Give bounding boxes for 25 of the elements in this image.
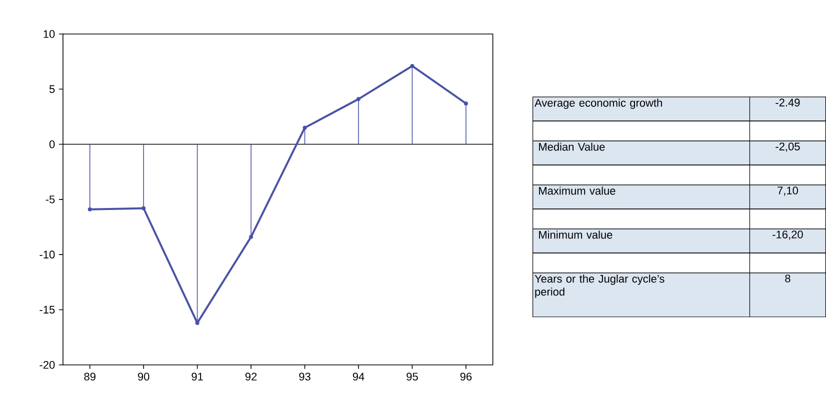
- x-tick-label: 89: [84, 372, 96, 381]
- text: -16,20: [772, 230, 803, 240]
- text: -2.49: [776, 98, 800, 107]
- text: -2,05: [776, 142, 800, 152]
- y-tick-label: -20: [40, 361, 55, 369]
- text: Average economic growth: [534, 98, 662, 109]
- y-tick-label: -10: [40, 250, 55, 259]
- y-tick-label: -5: [46, 196, 55, 204]
- text: Maximum value: [539, 186, 616, 195]
- text: 8: [785, 274, 790, 282]
- x-tick-label: 93: [299, 372, 310, 381]
- y-tick-label: 0: [49, 140, 55, 148]
- x-tick-label: 91: [192, 372, 203, 381]
- x-tick-label: 90: [138, 372, 150, 381]
- x-tick-label: 94: [352, 372, 364, 381]
- y-tick-label: 5: [49, 85, 55, 94]
- x-tick-label: 96: [460, 372, 472, 381]
- x-tick-label: 95: [406, 372, 418, 381]
- y-tick-label: 10: [44, 30, 55, 38]
- y-tick-label: -15: [40, 306, 55, 314]
- text: Minimum value: [539, 230, 612, 239]
- text: Years or the Juglar cycle’s period: [534, 274, 664, 298]
- text: Median Value: [539, 142, 605, 151]
- text: 7,10: [778, 186, 798, 196]
- x-tick-label: 92: [245, 372, 257, 381]
